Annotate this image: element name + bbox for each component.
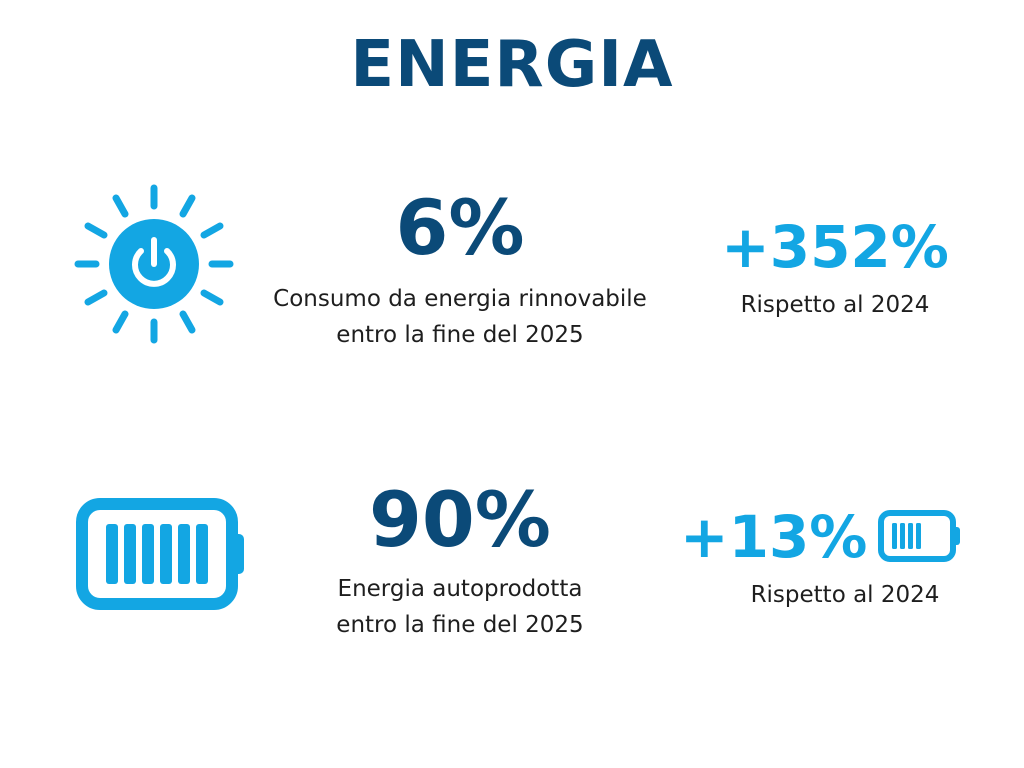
renewable-change-note: Rispetto al 2024 xyxy=(740,292,930,318)
renewable-value: 6% xyxy=(395,183,525,272)
battery-full-icon xyxy=(74,496,250,612)
selfproduced-description-line2: entro la fine del 2025 xyxy=(336,612,584,638)
renewable-description-line1: Consumo da energia rinnovabile xyxy=(273,286,647,312)
selfproduced-value: 90% xyxy=(369,475,551,564)
selfproduced-change: +13% xyxy=(680,503,868,571)
page-title: ENERGIA xyxy=(350,28,674,102)
selfproduced-change-note: Rispetto al 2024 xyxy=(750,582,940,608)
sun-power-icon xyxy=(74,184,234,344)
battery-small-icon xyxy=(876,508,964,564)
renewable-description-line2: entro la fine del 2025 xyxy=(336,322,584,348)
selfproduced-description-line1: Energia autoprodotta xyxy=(337,576,583,602)
renewable-change: +352% xyxy=(721,213,949,281)
